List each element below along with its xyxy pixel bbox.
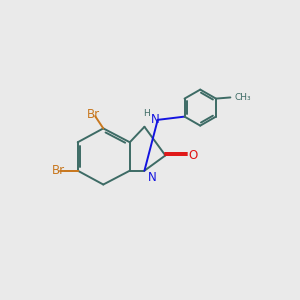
Text: N: N — [151, 113, 160, 126]
Text: N: N — [148, 171, 157, 184]
Text: H: H — [143, 109, 149, 118]
Text: CH₃: CH₃ — [235, 93, 251, 102]
Text: Br: Br — [87, 108, 100, 121]
Text: Br: Br — [51, 164, 64, 177]
Text: O: O — [189, 149, 198, 162]
